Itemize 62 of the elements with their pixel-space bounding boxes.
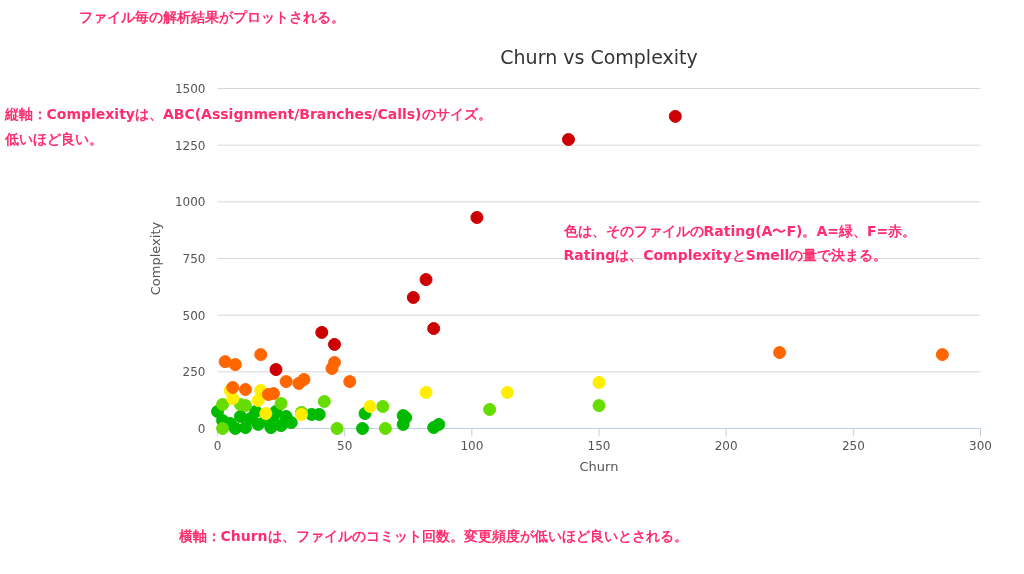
- point: [216, 397, 230, 411]
- point: [269, 363, 283, 377]
- point: [378, 422, 392, 435]
- point: [376, 400, 390, 413]
- point: [218, 355, 232, 369]
- point: [238, 383, 252, 396]
- point: [264, 421, 278, 435]
- point: [279, 410, 293, 423]
- point: [254, 348, 268, 362]
- x-tick-label: 50: [337, 438, 353, 453]
- point: [483, 402, 497, 416]
- point: [592, 399, 606, 413]
- y-tick-label: 1000: [174, 195, 206, 210]
- y-tick-label: 750: [182, 252, 206, 266]
- annotation: Ratingは、ComplexityとSmellの量で決まる。: [563, 246, 888, 263]
- point: [327, 337, 341, 351]
- point: [419, 273, 433, 287]
- x-tick-label: 0: [213, 438, 222, 453]
- point: [297, 373, 311, 387]
- point: [427, 322, 441, 336]
- annotation: 色は、そのファイルのRating(A〜F)。A=緑、F=赤。: [562, 222, 917, 239]
- y-tick-label: 500: [182, 308, 206, 323]
- point: [419, 385, 433, 399]
- point: [355, 422, 369, 435]
- x-tick-label: 100: [460, 438, 484, 453]
- point: [592, 376, 606, 389]
- text: 低いほど良い。: [3, 130, 103, 147]
- point: [325, 361, 339, 375]
- point: [406, 291, 420, 304]
- point: [773, 346, 787, 360]
- point: [279, 375, 293, 389]
- point: [935, 348, 949, 362]
- point: [561, 133, 575, 146]
- point: [228, 422, 242, 435]
- point: [432, 417, 446, 431]
- point: [668, 109, 682, 123]
- x-axis-title: Churn: [579, 458, 619, 474]
- annotation: 縦軸：Complexityは、ABC(Assignment/Branches/Calls)のサイズ。: [3, 105, 492, 122]
- x-tick-label: 150: [587, 438, 611, 453]
- point: [228, 358, 242, 372]
- y-tick-label: 0: [197, 422, 206, 436]
- point: [274, 397, 288, 411]
- point: [259, 407, 273, 421]
- y-tick-label: 1500: [174, 82, 206, 96]
- y-axis-title: Complexity: [148, 221, 163, 296]
- point: [226, 392, 240, 406]
- chart-title: Churn vs Complexity: [500, 45, 698, 68]
- point: [317, 395, 331, 409]
- x-tick-label: 300: [969, 438, 992, 453]
- x-tick-label: 200: [714, 438, 738, 453]
- point: [470, 210, 484, 224]
- text: ファイル毎の解析結果がプロットされる。: [78, 8, 345, 25]
- point: [251, 393, 265, 407]
- point: [343, 375, 357, 389]
- point: [330, 422, 344, 435]
- point: [315, 325, 329, 339]
- point: [363, 400, 377, 413]
- point: [500, 385, 514, 399]
- y-tick-label: 1250: [174, 138, 206, 153]
- x-tick-label: 250: [841, 438, 865, 453]
- y-tick-label: 250: [182, 365, 206, 380]
- text: 横軸：Churnは、ファイルのコミット回数。変更頻度が低いほど良いとされる。: [177, 527, 688, 544]
